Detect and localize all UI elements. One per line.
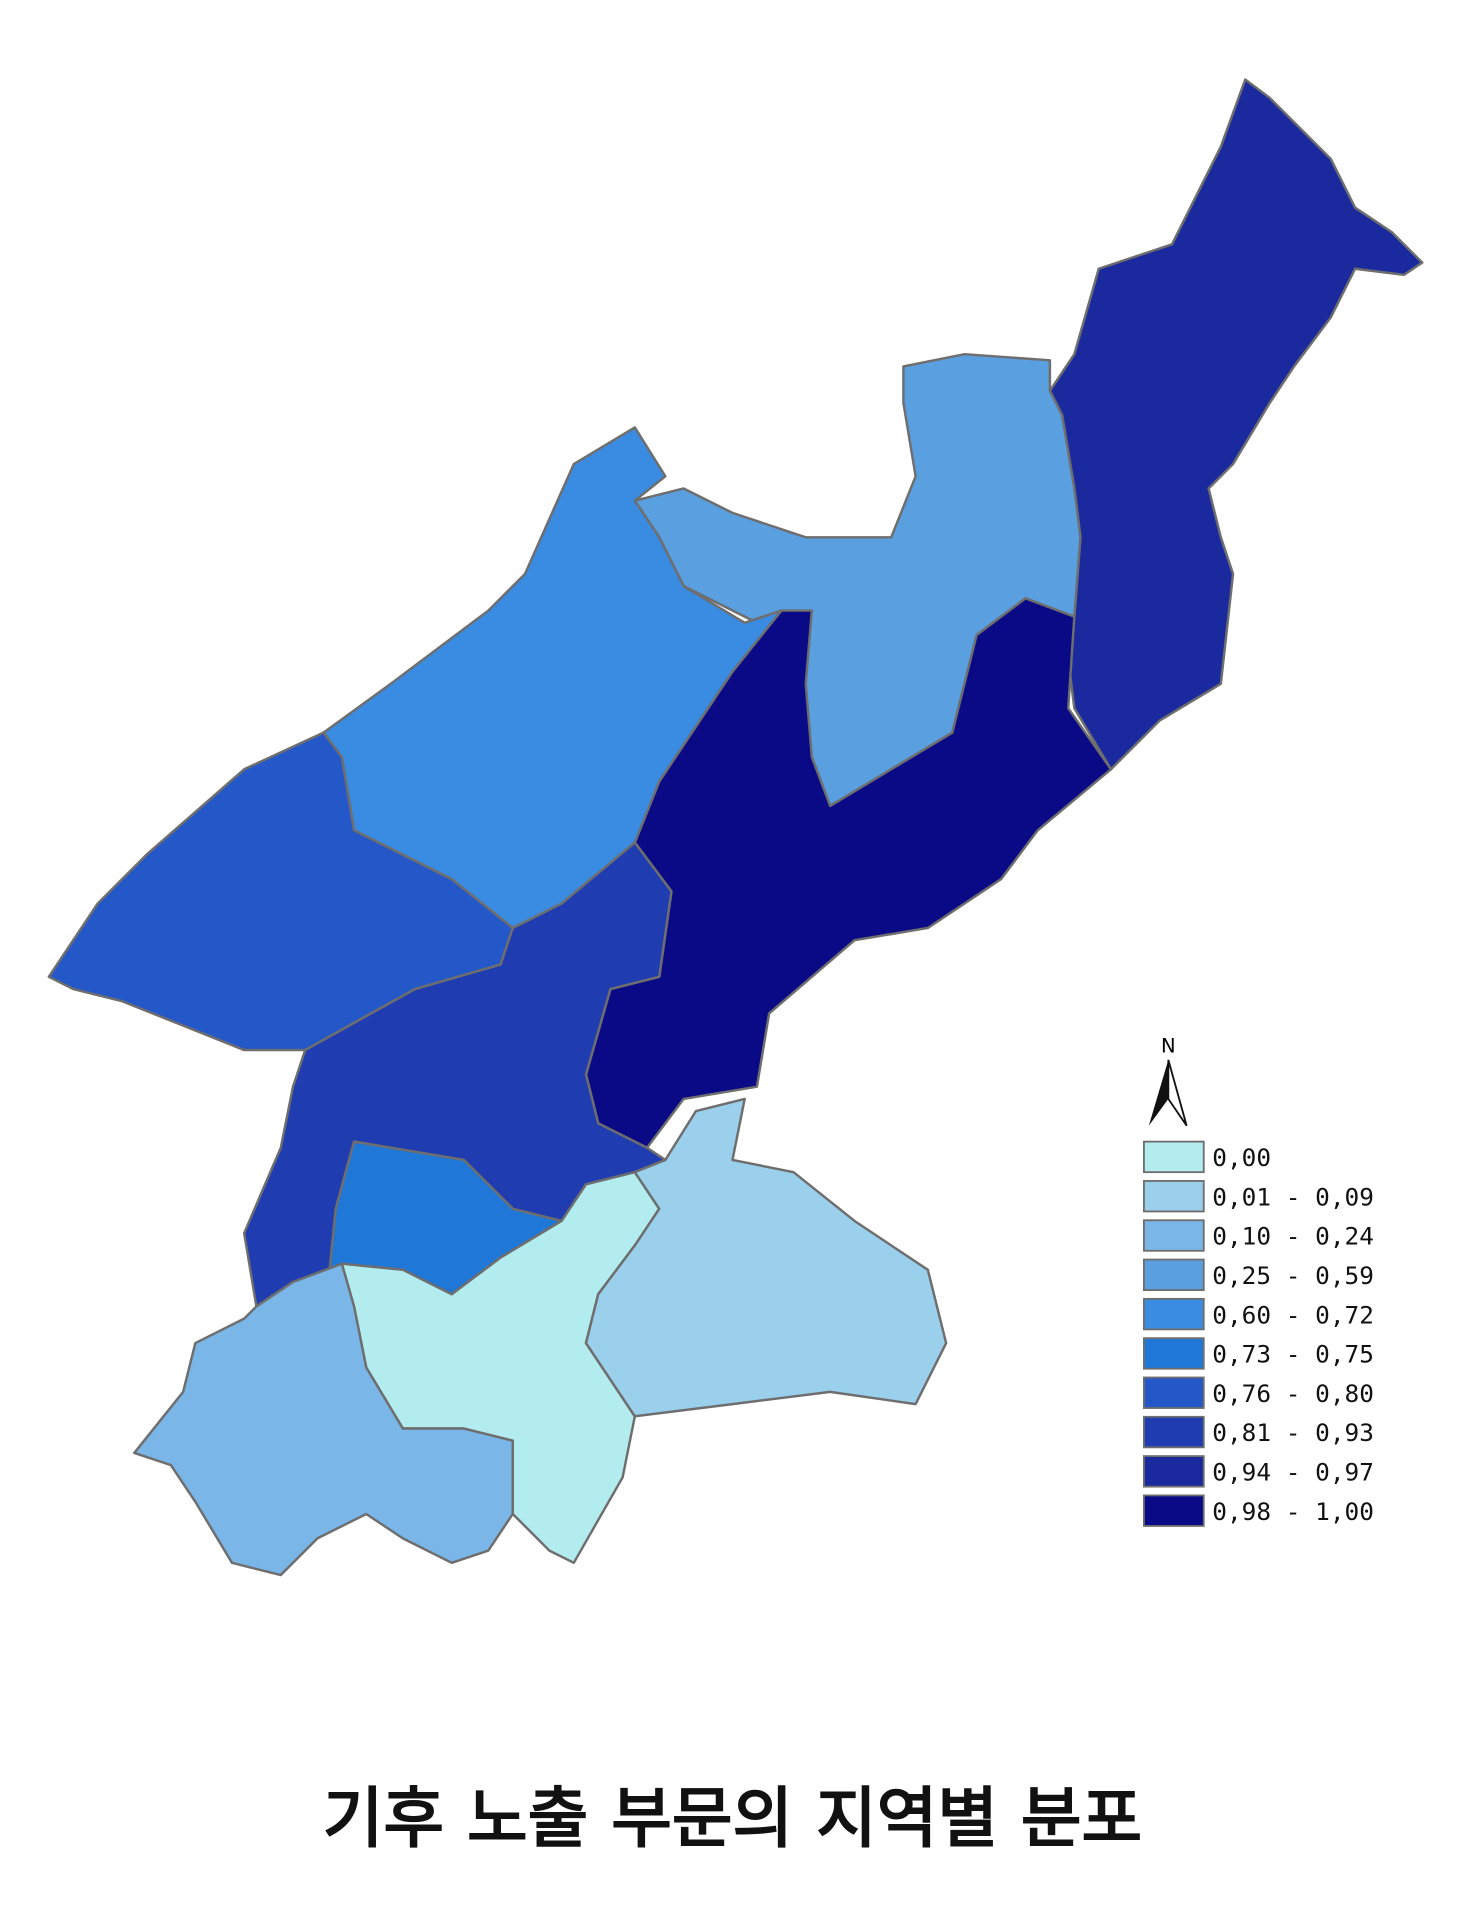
map-region bbox=[584, 1097, 948, 1418]
legend-label: 0,25 - 0,59 bbox=[1212, 1261, 1374, 1290]
legend-swatch bbox=[1143, 1494, 1205, 1527]
legend-swatch bbox=[1143, 1376, 1205, 1409]
legend-item: 0,73 - 0,75 bbox=[1143, 1337, 1374, 1370]
map-region bbox=[1048, 78, 1424, 771]
legend-label: 0,60 - 0,72 bbox=[1212, 1300, 1374, 1329]
legend-item: 0,01 - 0,09 bbox=[1143, 1180, 1374, 1213]
legend-item: 0,76 - 0,80 bbox=[1143, 1376, 1374, 1409]
legend-swatch bbox=[1143, 1337, 1205, 1370]
legend-item: 0,94 - 0,97 bbox=[1143, 1455, 1374, 1488]
legend-label: 0,10 - 0,24 bbox=[1212, 1222, 1374, 1251]
north-arrow-icon bbox=[1148, 1059, 1169, 1126]
legend-swatch bbox=[1143, 1258, 1205, 1291]
north-arrow-icon-half bbox=[1167, 1059, 1188, 1127]
legend-item: 0,10 - 0,24 bbox=[1143, 1219, 1374, 1252]
legend-label: 0,76 - 0,80 bbox=[1212, 1379, 1374, 1408]
legend-item: 0,60 - 0,72 bbox=[1143, 1297, 1374, 1331]
north-label: N bbox=[1161, 1035, 1176, 1058]
legend-label: 0,73 - 0,75 bbox=[1212, 1340, 1374, 1369]
legend-label: 0,81 - 0,93 bbox=[1212, 1418, 1374, 1447]
map-region bbox=[133, 1262, 514, 1577]
legend-item: 0,98 - 1,00 bbox=[1143, 1494, 1374, 1527]
legend-item: 0,25 - 0,59 bbox=[1143, 1258, 1374, 1291]
legend-swatch bbox=[1143, 1415, 1205, 1449]
legend-item: 0,00 bbox=[1143, 1140, 1271, 1174]
legend-swatch bbox=[1143, 1219, 1205, 1252]
legend-label: 0,01 - 0,09 bbox=[1212, 1182, 1374, 1211]
legend-label: 0,94 - 0,97 bbox=[1212, 1458, 1374, 1487]
legend-swatch bbox=[1143, 1180, 1205, 1213]
legend-swatch bbox=[1143, 1297, 1205, 1331]
map-title: 기후 노출 부문의 지역별 분포 bbox=[323, 1780, 1142, 1857]
legend-swatch bbox=[1143, 1140, 1205, 1174]
legend-item: 0,81 - 0,93 bbox=[1143, 1415, 1374, 1449]
legend: 0,00 0,01 - 0,09 0,10 - 0,24 0,25 - 0,59 0,6… bbox=[1143, 1140, 1374, 1527]
legend-swatch bbox=[1143, 1455, 1205, 1488]
map-regions bbox=[47, 78, 1424, 1577]
legend-label: 0,98 - 1,00 bbox=[1212, 1497, 1374, 1526]
legend-label: 0,00 bbox=[1212, 1143, 1271, 1172]
north-arrow: N bbox=[1148, 1035, 1188, 1127]
